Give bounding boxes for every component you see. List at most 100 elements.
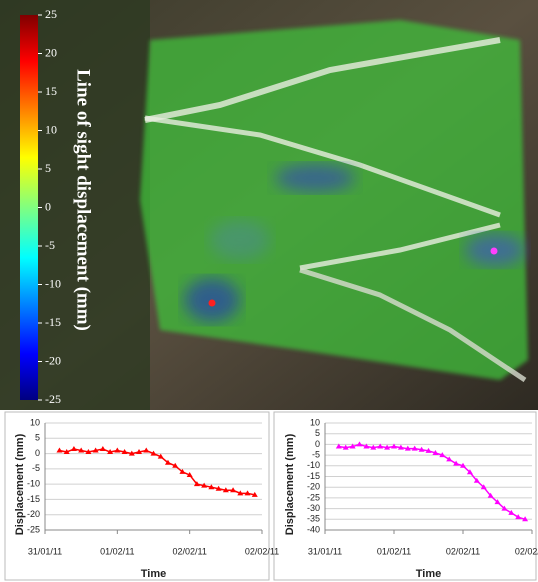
data-point (342, 444, 349, 450)
data-point (418, 446, 425, 452)
colorbar-tick-label: -15 (45, 315, 61, 329)
data-point (335, 443, 342, 449)
data-point (244, 490, 251, 496)
x-tick-label: 31/01/11 (28, 546, 62, 556)
y-tick-label: 5 (35, 433, 40, 443)
data-point (172, 462, 179, 468)
data-point (446, 456, 453, 462)
y-axis-label: Displacement (mm) (14, 433, 26, 535)
colorbar-tick-label: -10 (45, 276, 61, 290)
y-tick-label: -20 (27, 509, 40, 519)
data-point (508, 509, 515, 515)
data-point (397, 444, 404, 450)
y-axis-label: Displacement (mm) (284, 433, 296, 535)
data-point (143, 447, 150, 453)
y-tick-label: -30 (307, 503, 320, 513)
data-point (63, 449, 70, 455)
x-tick-label: 02/02/11 (245, 546, 279, 556)
data-point (237, 490, 244, 496)
data-point (99, 445, 106, 451)
colorbar-tick-label: 10 (45, 122, 57, 136)
data-point (208, 484, 215, 490)
data-point (425, 447, 432, 453)
data-point (92, 447, 99, 453)
data-point (377, 443, 384, 449)
data-point (114, 447, 121, 453)
data-point (193, 481, 200, 487)
y-tick-label: -10 (307, 460, 320, 470)
colorbar-tick-label: -25 (45, 392, 61, 406)
data-point (356, 441, 363, 447)
x-tick-label: 02/02/11 (172, 546, 206, 556)
data-point (466, 469, 473, 475)
colorbar-tick-label: 20 (45, 45, 57, 59)
y-tick-label: 5 (315, 428, 320, 438)
data-point (460, 462, 466, 468)
y-tick-label: -15 (307, 471, 320, 481)
data-point (230, 487, 237, 493)
colorbar-tick-label: -5 (45, 238, 55, 252)
data-point (515, 514, 522, 520)
x-tick-label: 31/01/11 (308, 546, 342, 556)
data-point (150, 450, 157, 456)
photo (0, 0, 538, 410)
x-tick-label: 01/02/11 (100, 546, 134, 556)
data-point (391, 443, 397, 449)
data-point (404, 445, 411, 451)
data-point (215, 485, 222, 491)
data-point (201, 482, 208, 488)
data-point (487, 492, 494, 498)
data-point (473, 477, 480, 483)
x-tick-label: 02/02/11 (446, 546, 480, 556)
data-point (370, 444, 377, 450)
data-point (439, 452, 446, 458)
colorbar-tick-label: 15 (45, 84, 57, 98)
y-tick-label: -25 (27, 524, 40, 534)
data-point (222, 487, 229, 493)
colorbar-scale (20, 15, 38, 400)
x-tick-label: 01/02/11 (377, 546, 411, 556)
y-tick-label: 10 (310, 417, 320, 427)
series-line (59, 448, 255, 496)
y-tick-label: -25 (307, 492, 320, 502)
y-tick-label: -35 (307, 514, 320, 524)
data-point (363, 443, 370, 449)
data-point (411, 445, 418, 451)
chart-frame (4, 411, 270, 581)
data-point (70, 445, 77, 451)
data-point (384, 444, 391, 450)
data-point (453, 460, 460, 466)
data-point (78, 447, 85, 453)
x-axis-label: Time (141, 568, 166, 580)
y-tick-label: -5 (32, 463, 40, 473)
data-point (480, 484, 487, 490)
y-tick-label: -40 (307, 524, 320, 534)
colorbar-label: Line of sight displacement (mm) (73, 69, 94, 331)
data-point (494, 499, 501, 505)
data-point (349, 443, 356, 449)
data-point (432, 449, 439, 455)
y-tick-label: 0 (35, 448, 40, 458)
colorbar-tick-label: 25 (45, 7, 57, 21)
y-tick-label: -10 (27, 479, 40, 489)
data-point (128, 450, 135, 456)
series-line (338, 443, 526, 521)
data-point (157, 453, 164, 459)
y-tick-label: -5 (312, 449, 320, 459)
data-point (107, 449, 114, 455)
colorbar-tick-label: 5 (45, 161, 51, 175)
data-point (522, 516, 529, 522)
data-point (136, 449, 143, 455)
data-point (56, 447, 63, 453)
x-tick-label: 02/02/11 (515, 546, 538, 556)
y-tick-label: -20 (307, 482, 320, 492)
data-point (164, 459, 171, 465)
colorbar-tick-label: -20 (45, 353, 61, 367)
colorbar-tick-label: 0 (45, 199, 51, 213)
colorbar: 25 20 15 10 5 0 -5 -10 -15 -20 -25 (20, 7, 61, 406)
data-point (179, 468, 186, 474)
data-point (85, 449, 92, 455)
y-tick-label: 10 (30, 417, 40, 427)
